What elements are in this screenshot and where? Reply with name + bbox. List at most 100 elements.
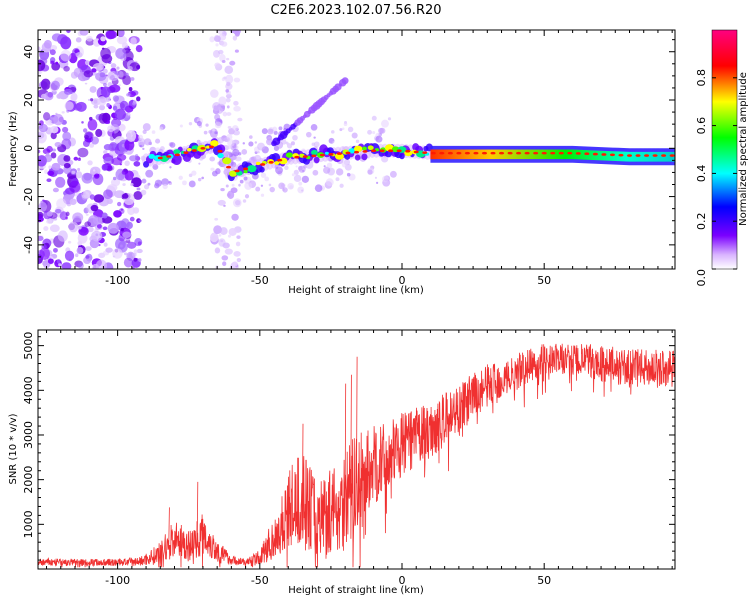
noise-speckle xyxy=(50,125,59,134)
noise-speckle xyxy=(41,244,47,250)
noise-speckle xyxy=(122,231,132,239)
ridge-core xyxy=(456,151,462,155)
noise-speckle xyxy=(77,147,89,158)
noise-speckle xyxy=(98,112,108,124)
snr-panel: -100 -50 0 50 1000 2000 3000 4000 5000 Height of… xyxy=(8,329,676,596)
noise-speckle xyxy=(87,226,94,233)
noise-speckle xyxy=(128,48,131,51)
ridge-blob xyxy=(324,151,329,155)
noise-speckle xyxy=(217,199,226,206)
noise-speckle xyxy=(225,89,229,93)
noise-speckle xyxy=(376,181,379,184)
ridge-core xyxy=(447,151,453,155)
noise-speckle xyxy=(75,52,83,58)
noise-speckle xyxy=(289,185,294,189)
noise-speckle xyxy=(267,128,274,135)
noise-speckle xyxy=(212,128,215,132)
ridge-blob xyxy=(313,156,320,164)
noise-speckle xyxy=(91,136,99,145)
noise-speckle xyxy=(132,102,136,106)
noise-speckle xyxy=(137,241,142,246)
noise-speckle xyxy=(57,230,68,242)
ridge-core xyxy=(208,145,214,149)
noise-speckle xyxy=(127,113,131,116)
noise-speckle xyxy=(217,171,220,175)
noise-speckle xyxy=(284,165,289,171)
y-tick-label: 0 xyxy=(22,145,35,152)
noise-speckle xyxy=(139,144,142,148)
noise-speckle xyxy=(103,189,113,200)
noise-speckle xyxy=(159,126,164,131)
noise-speckle xyxy=(50,60,55,65)
ridge-blob xyxy=(171,153,182,165)
ridge-core xyxy=(217,149,223,153)
noise-speckle xyxy=(65,216,68,220)
noise-speckle xyxy=(387,117,392,121)
noise-speckle xyxy=(222,111,228,117)
noise-speckle xyxy=(235,199,241,206)
noise-speckle xyxy=(282,187,288,193)
ridge-core xyxy=(157,156,163,160)
colorbar-tick-label: 0.2 xyxy=(695,212,708,230)
noise-speckle xyxy=(127,206,135,216)
noise-speckle xyxy=(55,208,62,214)
colorbar-label: Normalized spectral amplitude xyxy=(738,72,749,226)
ridge-blob xyxy=(334,152,344,160)
colorbar-tick-label: 0.8 xyxy=(695,69,708,87)
noise-speckle xyxy=(131,177,142,188)
noise-speckle xyxy=(267,136,273,143)
noise-speckle xyxy=(83,256,92,265)
noise-speckle xyxy=(51,62,61,71)
noise-speckle xyxy=(56,259,61,264)
noise-speckle xyxy=(286,143,293,149)
noise-speckle xyxy=(69,198,77,206)
noise-speckle xyxy=(210,232,219,243)
noise-speckle xyxy=(68,240,72,244)
noise-speckle xyxy=(326,162,333,169)
noise-speckle xyxy=(201,176,205,180)
y-tick-label: 4000 xyxy=(22,376,35,404)
noise-speckle xyxy=(113,210,122,218)
noise-speckle xyxy=(224,65,234,74)
noise-speckle xyxy=(84,60,90,66)
noise-speckle xyxy=(75,101,87,112)
noise-speckle xyxy=(75,253,79,258)
noise-speckle xyxy=(110,63,117,69)
spectrogram-heatmap xyxy=(38,30,675,269)
noise-speckle xyxy=(220,187,225,192)
noise-speckle xyxy=(136,187,141,191)
ridge-core xyxy=(243,167,249,171)
noise-speckle xyxy=(121,42,128,49)
ridge-blob xyxy=(186,147,192,152)
noise-speckle xyxy=(233,250,241,257)
noise-speckle xyxy=(257,142,265,151)
noise-speckle xyxy=(105,30,117,39)
ridge-core xyxy=(396,149,402,153)
noise-speckle xyxy=(335,168,344,176)
noise-speckle xyxy=(292,134,298,141)
noise-speckle xyxy=(93,194,105,203)
noise-speckle xyxy=(210,89,219,98)
ridge-core xyxy=(379,149,385,153)
noise-speckle xyxy=(107,125,115,133)
noise-speckle xyxy=(38,216,44,223)
noise-speckle xyxy=(132,207,140,214)
noise-speckle xyxy=(335,177,340,182)
noise-speckle xyxy=(63,88,73,95)
ridge-blob xyxy=(148,153,155,159)
noise-speckle xyxy=(47,258,54,264)
ridge-blob xyxy=(285,152,293,158)
noise-speckle xyxy=(231,213,239,221)
noise-speckle xyxy=(40,200,44,204)
noise-speckle xyxy=(73,67,83,78)
ridge-blob xyxy=(274,161,280,165)
noise-speckle xyxy=(136,96,141,102)
noise-speckle xyxy=(60,49,72,62)
noise-speckle xyxy=(235,241,241,247)
ridge-blob xyxy=(348,148,356,154)
noise-speckle xyxy=(131,266,135,269)
noise-speckle xyxy=(239,179,244,184)
noise-speckle xyxy=(313,141,320,148)
noise-speckle xyxy=(314,184,323,192)
noise-speckle xyxy=(295,165,298,168)
